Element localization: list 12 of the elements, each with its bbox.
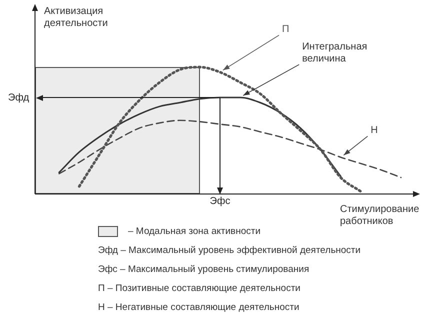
text: П – Позитивные составляющие деятельности xyxy=(98,283,300,294)
text: Эфс – Максимальный уровень стимулирования xyxy=(98,264,310,275)
x-axis-title: Стимулирование работников xyxy=(340,204,420,228)
text: Эфд – Максимальный уровень эффективной деятельности xyxy=(98,245,361,256)
text: – Модальная зона активности xyxy=(128,226,261,237)
y-axis-title: Активизация деятельности xyxy=(44,6,109,30)
text: Интегральная величина xyxy=(302,42,368,65)
text: Н – Негативные составляющие деятельности xyxy=(98,302,300,313)
text: Эфс xyxy=(210,196,230,207)
ref-line-label: Эфд xyxy=(8,92,30,104)
text: П xyxy=(282,24,290,36)
text: Н xyxy=(370,125,378,136)
